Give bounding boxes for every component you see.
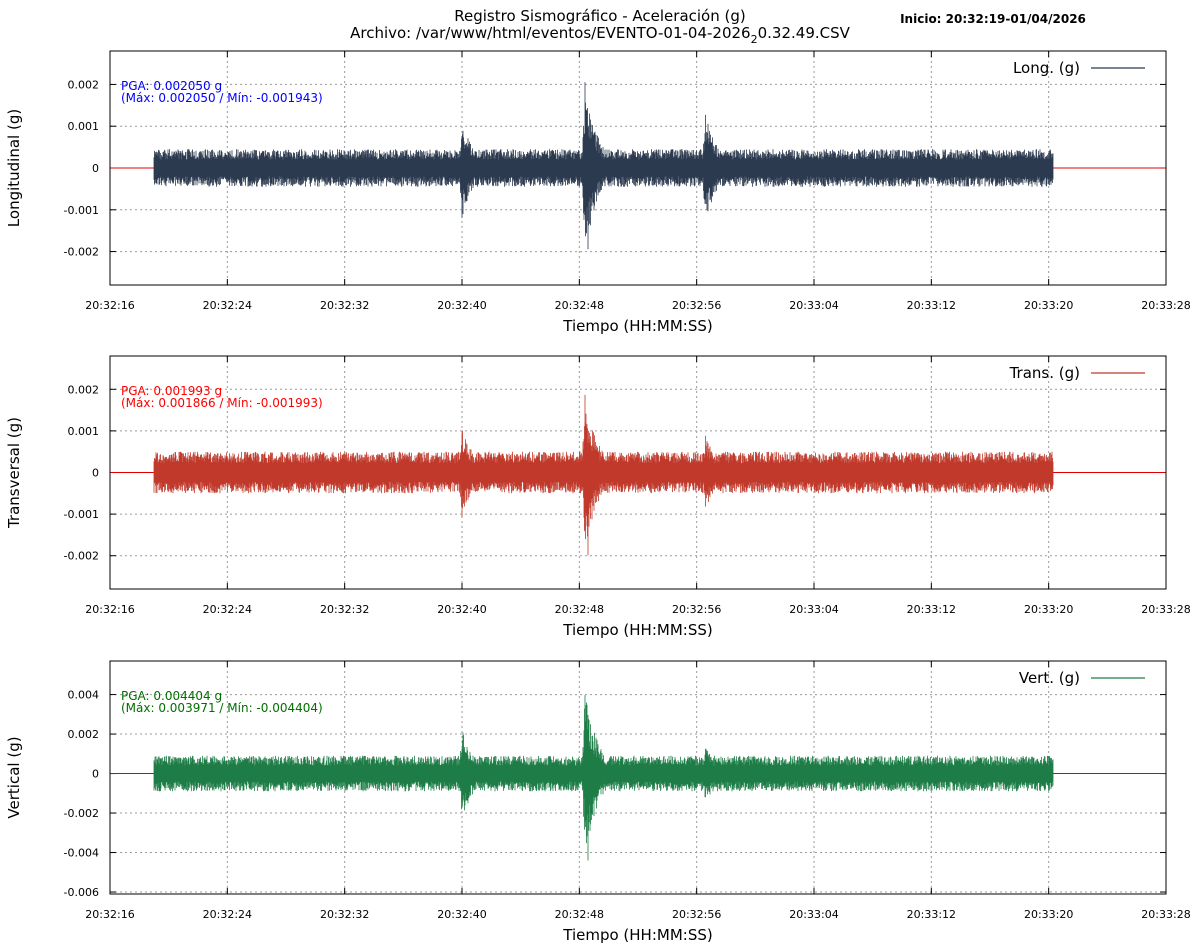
- y-axis-title: Longitudinal (g): [5, 109, 23, 227]
- x-tick-label: 20:32:56: [672, 299, 721, 312]
- x-tick-label: 20:32:48: [555, 908, 604, 921]
- plot-frame: [109, 50, 1167, 286]
- panel-1: 0.002 0.001 0 -0.001 -0.002 20:32:16 20:32:24 2…: [5, 50, 1191, 335]
- start-time-label: Inicio: 20:32:19-01/04/2026: [900, 12, 1086, 26]
- y-tick-label: 0.001: [68, 120, 100, 133]
- x-tick-label: 20:32:48: [555, 603, 604, 616]
- x-tick-label: 20:33:20: [1024, 908, 1073, 921]
- x-axis-title: Tiempo (HH:MM:SS): [562, 621, 712, 639]
- y-tick-label: -0.002: [64, 550, 99, 563]
- legend-label: Trans. (g): [1009, 364, 1080, 382]
- acceleration-trace: [153, 82, 1054, 250]
- plot-frame: [109, 660, 1167, 895]
- file-path-suffix: 0.32.49.CSV: [758, 24, 851, 42]
- x-axis-title: Tiempo (HH:MM:SS): [562, 317, 712, 335]
- x-tick-label: 20:32:24: [203, 299, 252, 312]
- x-tick-label: 20:32:24: [203, 603, 252, 616]
- y-tick-label: -0.002: [64, 807, 99, 820]
- y-tick-label: 0: [92, 467, 99, 480]
- figure-subtitle: Archivo: /var/www/html/eventos/EVENTO-01…: [350, 24, 851, 46]
- y-tick-label: 0.004: [68, 689, 100, 702]
- file-path-text: Archivo: /var/www/html/eventos/EVENTO-01…: [350, 24, 751, 42]
- x-tick-label: 20:32:56: [672, 603, 721, 616]
- x-tick-label: 20:33:12: [907, 908, 956, 921]
- y-tick-label: 0.002: [68, 728, 100, 741]
- x-tick-label: 20:32:48: [555, 299, 604, 312]
- y-tick-label: -0.004: [64, 847, 99, 860]
- x-tick-label: 20:33:20: [1024, 603, 1073, 616]
- legend-label: Long. (g): [1013, 59, 1080, 77]
- y-tick-label: -0.006: [64, 886, 99, 899]
- x-tick-label: 20:32:40: [437, 908, 486, 921]
- x-tick-label: 20:33:04: [789, 603, 838, 616]
- x-tick-label: 20:33:12: [907, 603, 956, 616]
- x-tick-label: 20:33:12: [907, 299, 956, 312]
- y-tick-label: -0.001: [64, 508, 99, 521]
- x-tick-label: 20:32:16: [85, 299, 134, 312]
- plot-frame: [109, 355, 1167, 590]
- figure-title: Registro Sismográfico - Aceleración (g): [454, 7, 745, 25]
- x-tick-label: 20:32:32: [320, 908, 369, 921]
- x-tick-label: 20:32:32: [320, 299, 369, 312]
- y-axis-title: Transversal (g): [5, 417, 23, 529]
- acceleration-trace: [153, 695, 1054, 861]
- pga-label: PGA: 0.004404 g: [121, 689, 222, 703]
- max-min-label: (Máx: 0.001866 / Mín: -0.001993): [121, 396, 323, 410]
- x-tick-label: 20:33:28: [1141, 908, 1190, 921]
- file-path-subscript: 2: [751, 33, 758, 46]
- max-min-label: (Máx: 0.003971 / Mín: -0.004404): [121, 701, 323, 715]
- y-tick-label: 0.002: [68, 383, 100, 396]
- x-tick-label: 20:32:56: [672, 908, 721, 921]
- pga-label: PGA: 0.001993 g: [121, 384, 222, 398]
- x-tick-label: 20:32:24: [203, 908, 252, 921]
- legend-label: Vert. (g): [1019, 669, 1080, 687]
- max-min-label: (Máx: 0.002050 / Mín: -0.001943): [121, 91, 323, 105]
- x-tick-label: 20:32:16: [85, 908, 134, 921]
- x-tick-label: 20:33:20: [1024, 299, 1073, 312]
- x-tick-label: 20:33:04: [789, 908, 838, 921]
- x-tick-label: 20:32:40: [437, 299, 486, 312]
- y-axis-title: Vertical (g): [5, 736, 23, 818]
- x-axis-title: Tiempo (HH:MM:SS): [562, 926, 712, 944]
- acceleration-trace: [153, 394, 1054, 556]
- panel-2: 0.002 0.001 0 -0.001 -0.002 20:32:16 20:32:24 2…: [5, 355, 1191, 639]
- x-tick-label: 20:32:16: [85, 603, 134, 616]
- x-tick-label: 20:33:28: [1141, 299, 1190, 312]
- y-tick-label: 0.002: [68, 78, 100, 91]
- x-tick-label: 20:33:04: [789, 299, 838, 312]
- y-tick-label: -0.001: [64, 204, 99, 217]
- y-tick-label: 0.001: [68, 425, 100, 438]
- y-tick-label: -0.002: [64, 246, 99, 259]
- y-tick-label: 0: [92, 162, 99, 175]
- x-tick-label: 20:33:28: [1141, 603, 1190, 616]
- y-tick-label: 0: [92, 768, 99, 781]
- pga-label: PGA: 0.002050 g: [121, 79, 222, 93]
- x-tick-label: 20:32:40: [437, 603, 486, 616]
- x-tick-label: 20:32:32: [320, 603, 369, 616]
- panel-3: 0.004 0.002 0 -0.002 -0.004 -0.006 20:32:16 20:…: [5, 660, 1191, 944]
